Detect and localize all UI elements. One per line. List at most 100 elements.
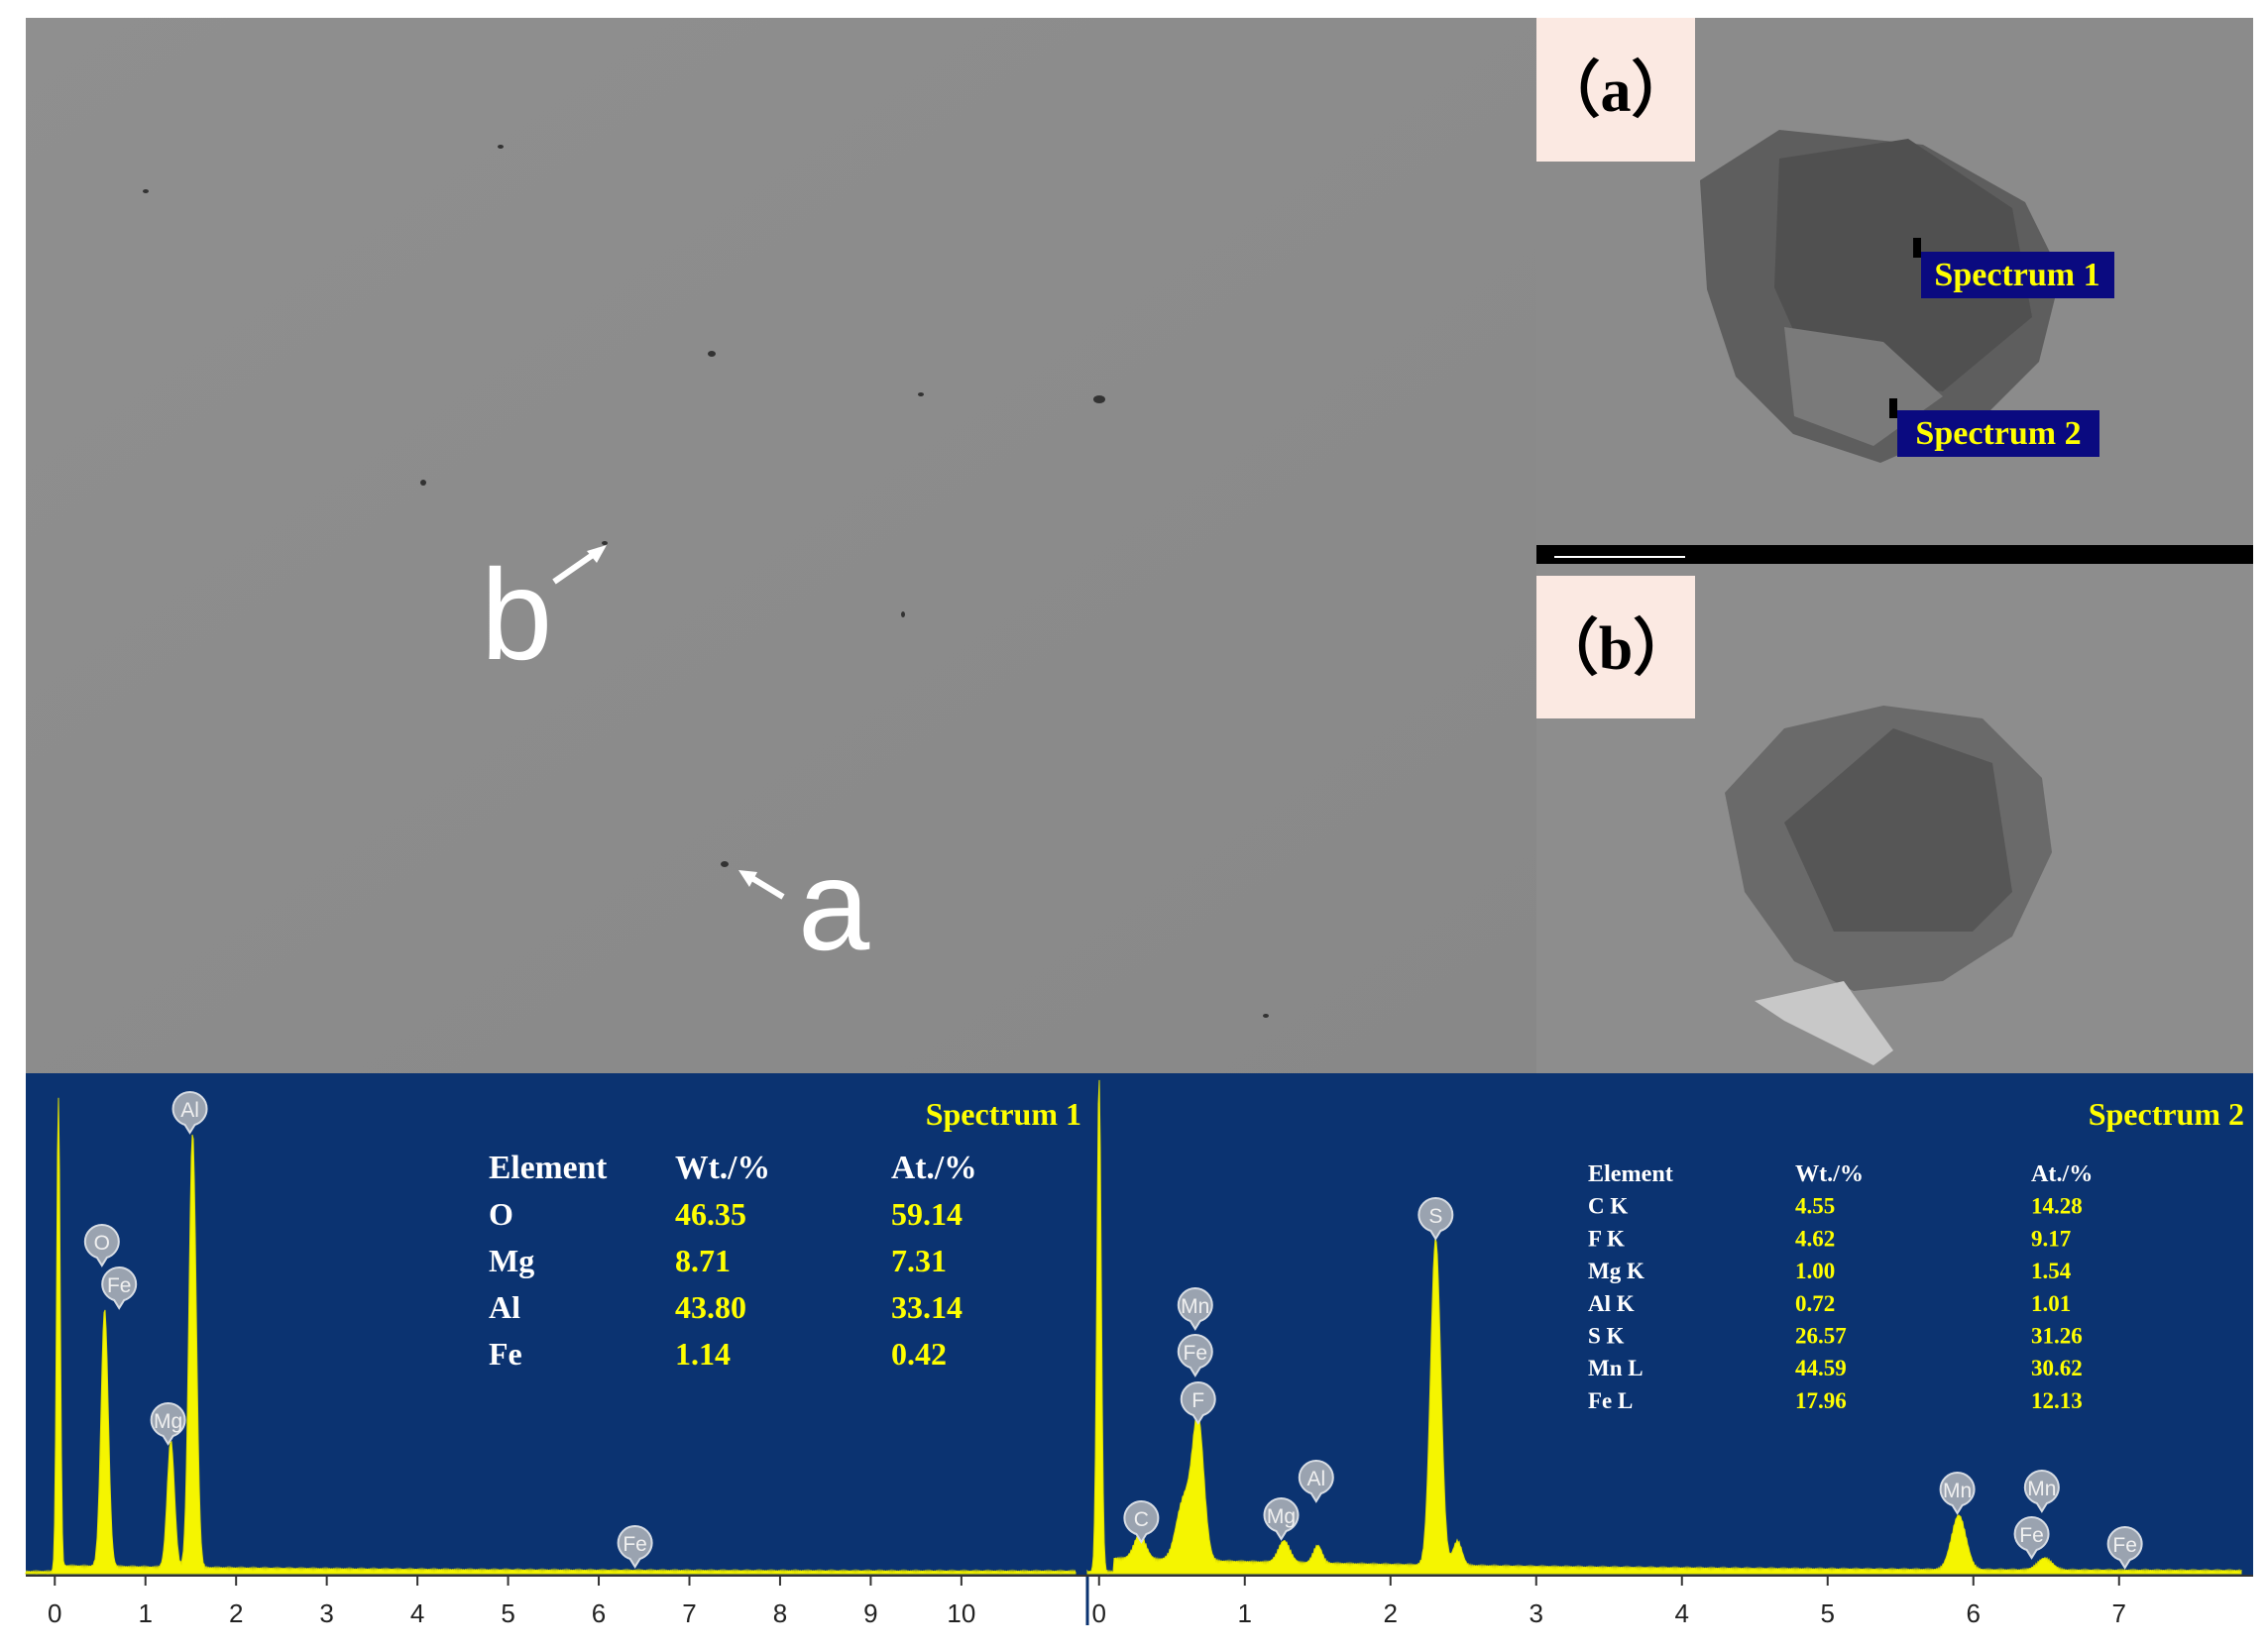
x-tick-label: 2 [229, 1598, 243, 1628]
table-cell: 1.14 [675, 1336, 731, 1372]
x-tick-label: 1 [138, 1598, 152, 1628]
table-header: At./% [2031, 1160, 2093, 1187]
table-cell: 26.57 [1795, 1324, 1847, 1349]
table-cell: 1.01 [2031, 1291, 2071, 1316]
spectrum-curve [25, 1097, 1077, 1576]
table-cell: C K [1588, 1194, 1628, 1219]
x-tick-label: 6 [1967, 1598, 1981, 1628]
peak-badge [2023, 1470, 2060, 1513]
table-cell: 17.96 [1795, 1388, 1847, 1413]
x-tick-label: 0 [48, 1598, 61, 1628]
peak-badge [101, 1266, 138, 1310]
table-cell: Al [489, 1289, 520, 1325]
spectrum-label: Spectrum 2 [1915, 415, 2081, 452]
table-cell: Fe L [1588, 1388, 1633, 1413]
crystal [1784, 728, 2012, 932]
x-tick-label: 3 [319, 1598, 333, 1628]
table-cell: 4.62 [1795, 1226, 1835, 1251]
peak-label: Fe [2019, 1524, 2044, 1547]
spot-marker [1913, 238, 1921, 258]
peak-badge [1180, 1381, 1216, 1425]
peak-label: O [94, 1232, 110, 1255]
spectrum-title: Spectrum 2 [2089, 1096, 2244, 1132]
peak-label: F [1191, 1389, 1204, 1412]
table-cell: O [489, 1196, 513, 1232]
peak-badge [1298, 1460, 1334, 1503]
table-cell: F K [1588, 1226, 1625, 1251]
peak-badge [2106, 1526, 2143, 1570]
peak-label: S [1428, 1205, 1442, 1228]
marker-label: b [481, 542, 552, 687]
table-cell: 9.17 [2031, 1226, 2071, 1251]
arrow-head [738, 870, 757, 887]
peak-label: C [1134, 1508, 1149, 1531]
peak-label: Al [180, 1099, 199, 1122]
peak-label: Mg [1267, 1505, 1296, 1528]
table-cell: Mg K [1588, 1259, 1644, 1283]
peak-badge [83, 1224, 120, 1267]
peak-label: Fe [2112, 1534, 2137, 1557]
table-cell: 14.28 [2031, 1194, 2083, 1219]
table-cell: 59.14 [891, 1196, 963, 1232]
panel-label: （b） [1537, 613, 1694, 683]
x-tick-label: 1 [1238, 1598, 1252, 1628]
table-header: Element [1588, 1160, 1673, 1187]
table-cell: 30.62 [2031, 1356, 2083, 1380]
x-tick-label: 2 [1384, 1598, 1398, 1628]
table-cell: 0.42 [891, 1336, 947, 1372]
table-cell: 1.54 [2031, 1259, 2072, 1283]
peak-badge [1123, 1500, 1160, 1544]
table-header: Wt./% [1795, 1160, 1864, 1187]
peak-label: Mn [1943, 1480, 1972, 1502]
table-cell: 4.55 [1795, 1194, 1835, 1219]
peak-badge [1939, 1472, 1976, 1515]
table-cell: Fe [489, 1336, 522, 1372]
peak-label: Fe [107, 1274, 132, 1297]
peak-label: Fe [623, 1533, 647, 1556]
panel-label: （a） [1538, 55, 1692, 125]
peak-label: Fe [1184, 1342, 1208, 1365]
table-cell: Mg [489, 1243, 534, 1278]
x-tick-label: 7 [2112, 1598, 2126, 1628]
peak-badge [1177, 1287, 1213, 1331]
table-cell: 44.59 [1795, 1356, 1847, 1380]
crystal [1774, 139, 2032, 391]
peak-badge [1177, 1334, 1213, 1377]
fragment [1755, 981, 1893, 1065]
x-tick-label: 4 [1675, 1598, 1689, 1628]
label-box [1897, 410, 2099, 457]
inclusions [143, 145, 1269, 1018]
table-header: At./% [891, 1150, 977, 1186]
table-cell: 46.35 [675, 1196, 746, 1232]
table-cell: Al K [1588, 1291, 1635, 1316]
x-tick-label: 7 [682, 1598, 696, 1628]
peak-badge [1418, 1197, 1454, 1241]
peak-badge [171, 1091, 208, 1135]
arrow-head [587, 545, 607, 563]
table-header: Element [489, 1150, 608, 1186]
spectrum-curve [1086, 1079, 2242, 1576]
table-cell: 43.80 [675, 1289, 746, 1325]
x-tick-label: 0 [1092, 1598, 1106, 1628]
x-tick-label: 5 [1821, 1598, 1835, 1628]
peak-label: Mn [2027, 1478, 2056, 1500]
peak-badge [1263, 1497, 1300, 1541]
sem-image [26, 18, 1536, 1073]
peak-label: Mn [1181, 1295, 1209, 1318]
label-box [1921, 252, 2114, 298]
table-header: Wt./% [675, 1150, 770, 1186]
spectrum-panel [26, 1073, 2253, 1576]
peak-badge [2013, 1516, 2050, 1560]
x-tick-label: 5 [501, 1598, 514, 1628]
spectrum-title: Spectrum 1 [926, 1096, 1081, 1132]
peak-badge [617, 1525, 653, 1569]
peak-badge [150, 1402, 186, 1446]
table-cell: 12.13 [2031, 1388, 2083, 1413]
x-tick-label: 6 [592, 1598, 606, 1628]
x-tick-label: 9 [863, 1598, 877, 1628]
label-box [1536, 576, 1695, 718]
table-cell: 8.71 [675, 1243, 731, 1278]
